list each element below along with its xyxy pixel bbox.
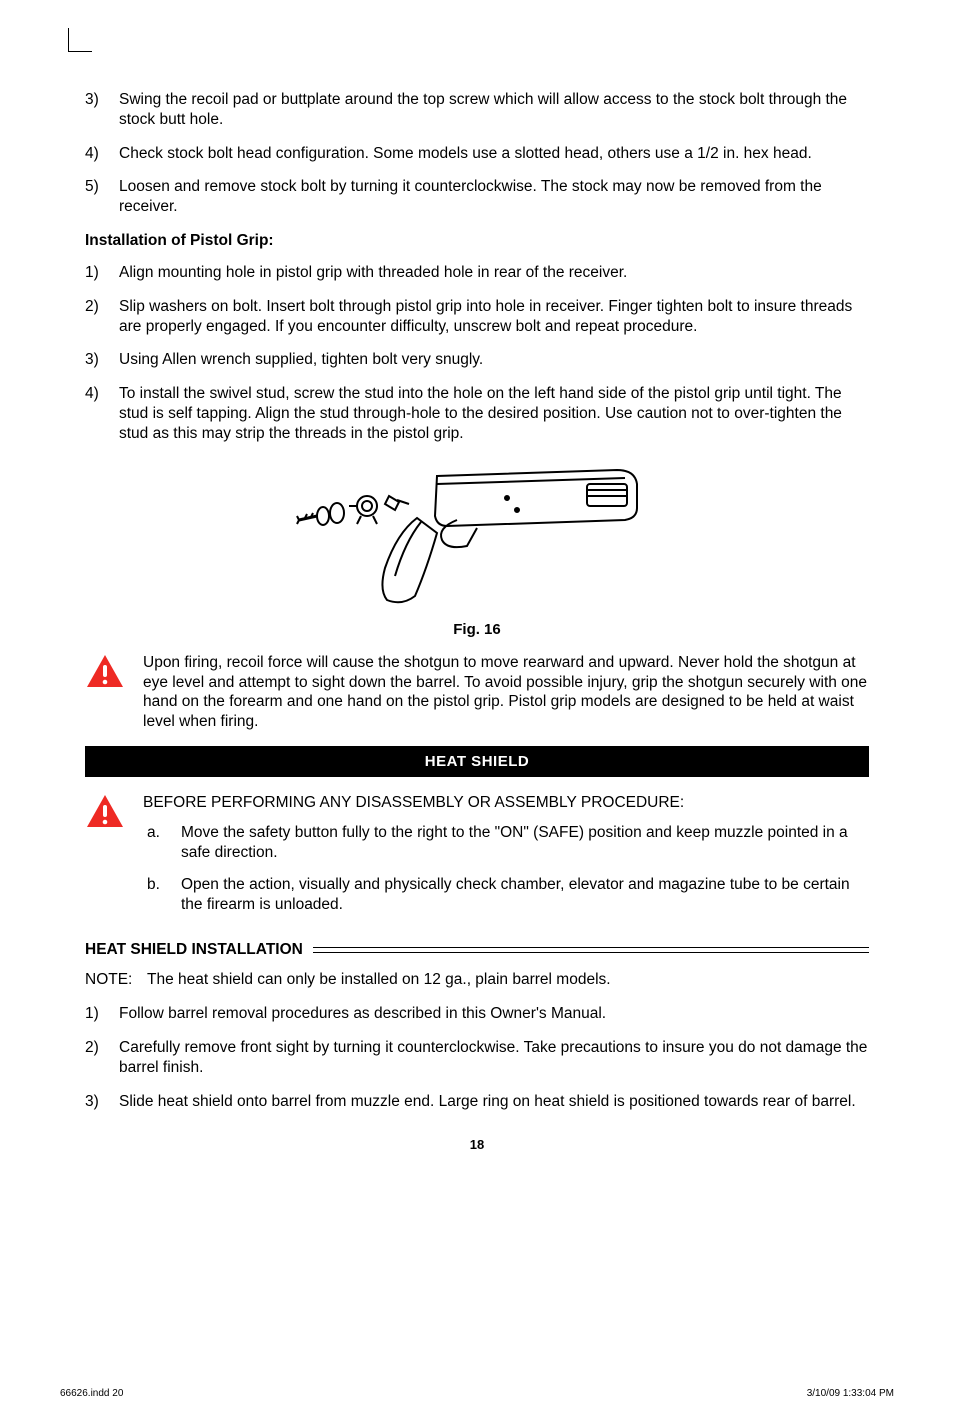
item-number: 1) [85,1004,119,1024]
warning-lead: BEFORE PERFORMING ANY DISASSEMBLY OR ASS… [143,793,869,813]
footer-right: 3/10/09 1:33:04 PM [807,1388,894,1401]
item-text: Using Allen wrench supplied, tighten bol… [119,350,869,370]
item-number: 2) [85,1038,119,1078]
item-letter: b. [143,875,181,915]
bottom-numbered-list: 1)Follow barrel removal procedures as de… [85,1004,869,1111]
list-item: 4)Check stock bolt head configuration. S… [85,144,869,164]
heat-shield-install-heading: HEAT SHIELD INSTALLATION [85,940,869,960]
footer-left: 66626.indd 20 [60,1388,123,1401]
item-text: Check stock bolt head configuration. Som… [119,144,869,164]
item-number: 3) [85,350,119,370]
list-item: 2)Carefully remove front sight by turnin… [85,1038,869,1078]
item-number: 4) [85,384,119,443]
list-item: 1)Align mounting hole in pistol grip wit… [85,263,869,283]
item-text: Swing the recoil pad or buttplate around… [119,90,869,130]
heading-rule [313,947,869,953]
note-text: The heat shield can only be installed on… [147,970,869,990]
item-number: 1) [85,263,119,283]
item-text: Move the safety button fully to the righ… [181,823,869,863]
item-number: 4) [85,144,119,164]
warning-sublist: a.Move the safety button fully to the ri… [143,823,869,914]
list-item: b.Open the action, visually and physical… [143,875,869,915]
item-text: Slip washers on bolt. Insert bolt throug… [119,297,869,337]
print-footer: 66626.indd 20 3/10/09 1:33:04 PM [60,1388,894,1401]
item-number: 3) [85,1092,119,1112]
item-text: Follow barrel removal procedures as desc… [119,1004,869,1024]
item-number: 5) [85,177,119,217]
install-list: 1)Align mounting hole in pistol grip wit… [85,263,869,444]
warning-block-1: Upon firing, recoil force will cause the… [85,653,869,732]
list-item: 5)Loosen and remove stock bolt by turnin… [85,177,869,217]
list-item: 1)Follow barrel removal procedures as de… [85,1004,869,1024]
item-letter: a. [143,823,181,863]
pistol-grip-diagram [287,458,667,608]
warning-icon [85,793,129,926]
warning-text: Upon firing, recoil force will cause the… [143,653,869,732]
warning-content: BEFORE PERFORMING ANY DISASSEMBLY OR ASS… [143,793,869,926]
figure-label: Fig. 16 [85,620,869,639]
item-number: 3) [85,90,119,130]
item-text: Slide heat shield onto barrel from muzzl… [119,1092,869,1112]
figure-16 [85,458,869,614]
page-number: 18 [85,1137,869,1154]
note-row: NOTE: The heat shield can only be instal… [85,970,869,990]
note-label: NOTE: [85,970,147,990]
warning-block-2: BEFORE PERFORMING ANY DISASSEMBLY OR ASS… [85,793,869,926]
list-item: a.Move the safety button fully to the ri… [143,823,869,863]
item-text: Carefully remove front sight by turning … [119,1038,869,1078]
list-item: 4)To install the swivel stud, screw the … [85,384,869,443]
list-item: 2)Slip washers on bolt. Insert bolt thro… [85,297,869,337]
warning-icon [85,653,129,732]
list-item: 3)Swing the recoil pad or buttplate arou… [85,90,869,130]
item-number: 2) [85,297,119,337]
install-heading: Installation of Pistol Grip: [85,231,869,251]
item-text: To install the swivel stud, screw the st… [119,384,869,443]
top-numbered-list: 3)Swing the recoil pad or buttplate arou… [85,90,869,217]
item-text: Loosen and remove stock bolt by turning … [119,177,869,217]
crop-mark [68,28,92,52]
item-text: Open the action, visually and physically… [181,875,869,915]
list-item: 3)Slide heat shield onto barrel from muz… [85,1092,869,1112]
list-item: 3)Using Allen wrench supplied, tighten b… [85,350,869,370]
item-text: Align mounting hole in pistol grip with … [119,263,869,283]
heading-label: HEAT SHIELD INSTALLATION [85,940,303,960]
heat-shield-section-bar: HEAT SHIELD [85,746,869,777]
